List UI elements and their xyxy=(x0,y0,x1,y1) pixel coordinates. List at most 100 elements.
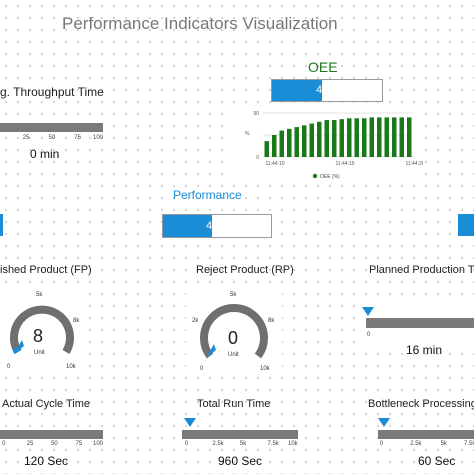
chart-bar xyxy=(279,130,284,157)
chart-bar xyxy=(332,120,337,157)
reject-product-unit: Unit xyxy=(228,352,239,358)
performance-label: Performance xyxy=(173,188,242,202)
reject-product-gauge-card: 0 Unit 5k 2k 8k 0 10k xyxy=(186,288,282,376)
right-edge-indicator xyxy=(458,214,474,236)
chart-bar xyxy=(384,117,389,157)
tick-label: 50 xyxy=(48,135,56,141)
tick-label: 7.5k xyxy=(464,441,474,447)
oee-chart-card: 0 50% 11:44:10 11:44:15 11:44:20 OEE (%) xyxy=(233,105,425,185)
cycle-time-value: 120 Sec xyxy=(24,454,69,468)
run-time-label: Total Run Time xyxy=(197,398,271,410)
gauge-tick-8k: 8k xyxy=(73,318,80,324)
gauge-needle-icon xyxy=(14,340,24,354)
chart-bar xyxy=(272,135,277,157)
gauge-arc xyxy=(10,305,74,355)
chart-bar xyxy=(324,120,329,157)
tick-label: 5k xyxy=(440,441,447,447)
oee-percent-text: 45% xyxy=(315,84,339,96)
chart-bar xyxy=(302,125,307,157)
chart-bar xyxy=(399,117,404,157)
chart-legend-swatch xyxy=(312,173,318,179)
bottleneck-marker-icon xyxy=(378,418,390,427)
chart-bar xyxy=(287,128,292,157)
chart-x-tick-label: 11:44:20 xyxy=(405,161,423,167)
throughput-value: 0 min xyxy=(30,147,60,161)
finished-product-gauge xyxy=(10,305,74,355)
gauge-tick-2k: 2k xyxy=(192,318,199,324)
chart-x-tick-label: 11:44:15 xyxy=(335,161,354,167)
chart-bar xyxy=(392,117,397,157)
gauge-arc xyxy=(200,304,268,359)
planned-production-label: Planned Production Tim xyxy=(369,264,474,276)
run-time-bar xyxy=(182,430,298,439)
cycle-time-label: Actual Cycle Time xyxy=(2,398,91,410)
chart-bar xyxy=(407,117,412,157)
gauge-tick-max: 10k xyxy=(66,364,76,370)
chart-bar xyxy=(362,118,367,157)
bottleneck-tick-row: 0 2.5k 5k 7.5k xyxy=(378,441,474,449)
chart-y-tick-label: 0 xyxy=(256,155,259,161)
chart-bar xyxy=(317,121,322,157)
gauge-tick-min: 0 xyxy=(7,364,11,370)
chart-bar xyxy=(369,117,374,157)
page-title: Performance Indicators Visualization xyxy=(62,14,338,33)
performance-percent-text: 45% xyxy=(205,220,229,232)
finished-product-value: 8 xyxy=(33,326,44,346)
tick-label: 100 xyxy=(93,441,104,447)
performance-progress-bar: 45% xyxy=(162,214,272,238)
finished-product-unit: Unit xyxy=(34,350,45,356)
chart-bar xyxy=(309,123,314,157)
tick-label: 75 xyxy=(74,135,81,141)
gauge-tick-max: 10k xyxy=(260,366,270,372)
tick-label: 2.5k xyxy=(410,441,422,447)
tick-label: 25 xyxy=(26,441,34,447)
chart-bar xyxy=(294,127,299,157)
tick-label: 75 xyxy=(75,441,83,447)
tick-label: 0 xyxy=(2,441,6,447)
cycle-time-tick-row: 0 25 50 75 100 xyxy=(0,441,103,449)
oee-bar-chart: 0 50% 11:44:10 11:44:15 11:44:20 OEE (%) xyxy=(245,111,425,180)
gauge-tick-top: 5k xyxy=(230,292,237,298)
throughput-bar xyxy=(0,123,103,132)
planned-marker-icon xyxy=(362,307,374,316)
tick-label: 25 xyxy=(22,135,30,141)
planned-bar xyxy=(366,318,474,328)
chart-bar xyxy=(339,119,344,157)
chart-bar xyxy=(354,118,359,157)
chart-bar xyxy=(377,117,382,157)
tick-label: 10k xyxy=(288,441,298,447)
tick-label: 2.5k xyxy=(212,441,224,447)
planned-value: 16 min xyxy=(406,343,443,357)
planned-tick: 0 xyxy=(367,332,371,338)
bottleneck-bar xyxy=(378,430,474,439)
throughput-label: g. Throughput Time xyxy=(0,85,104,99)
run-time-tick-row: 0 2.5k 5k 7.5k 10k xyxy=(182,441,298,449)
reject-product-value: 0 xyxy=(228,328,239,348)
tick-label: 5k xyxy=(239,441,247,447)
gauge-tick-top: 5k xyxy=(36,292,43,298)
run-time-marker-icon xyxy=(184,418,196,427)
gauge-tick-min: 0 xyxy=(200,366,204,372)
chart-bar xyxy=(264,141,269,157)
tick-label: 0 xyxy=(379,441,384,447)
oee-label: OEE xyxy=(308,59,338,75)
tick-label: 7.5k xyxy=(267,441,279,447)
throughput-tick-row: 25 50 75 100 xyxy=(0,135,103,143)
finished-product-gauge-card: 8 Unit 5k 8k 0 10k xyxy=(0,288,84,372)
tick-label: 50 xyxy=(51,441,58,447)
tick-label: 0 xyxy=(184,441,189,447)
chart-bar xyxy=(347,118,352,157)
tick-label: 100 xyxy=(93,135,104,141)
cycle-time-bar xyxy=(0,430,103,439)
gauge-needle-icon xyxy=(206,344,216,358)
finished-product-label: ished Product (FP) xyxy=(0,264,92,276)
reject-product-gauge xyxy=(200,304,268,359)
run-time-value: 960 Sec xyxy=(218,454,263,468)
bottleneck-value: 60 Sec xyxy=(418,454,456,468)
reject-product-label: Reject Product (RP) xyxy=(196,264,294,276)
left-edge-indicator xyxy=(0,214,3,236)
bottleneck-label: Bottleneck Processing T xyxy=(368,398,474,410)
chart-legend-label: OEE (%) xyxy=(320,174,340,180)
chart-x-tick-label: 11:44:10 xyxy=(265,161,284,167)
gauge-tick-8k: 8k xyxy=(268,318,275,324)
